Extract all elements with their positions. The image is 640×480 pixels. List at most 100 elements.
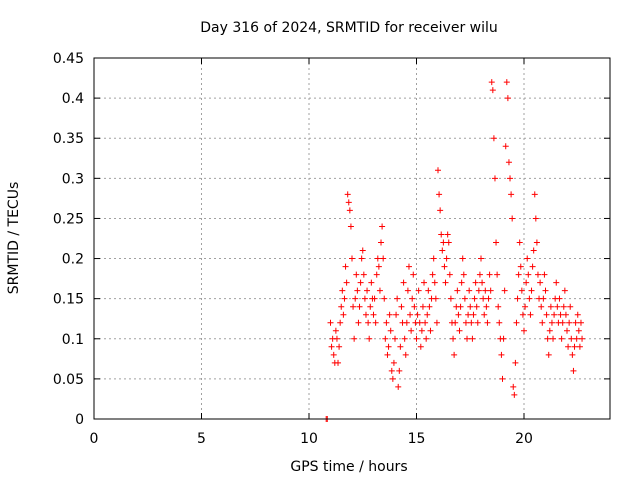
data-point (468, 319, 475, 326)
data-point (486, 271, 493, 278)
data-point (557, 311, 564, 318)
data-point (436, 191, 443, 198)
data-point (533, 239, 540, 246)
data-point (496, 319, 503, 326)
data-point (575, 327, 582, 334)
data-point (498, 351, 505, 358)
data-point (514, 295, 521, 302)
data-point (422, 319, 429, 326)
x-axis-label: GPS time / hours (290, 459, 407, 475)
data-point (349, 255, 355, 262)
data-point (493, 239, 500, 246)
data-point (465, 311, 472, 318)
data-point (569, 351, 576, 358)
data-point (362, 311, 369, 318)
data-point (522, 303, 529, 310)
data-point (414, 311, 421, 318)
data-point (452, 319, 459, 326)
data-point (473, 303, 480, 310)
data-point (529, 263, 536, 270)
data-point (509, 215, 516, 222)
data-point (454, 287, 461, 294)
data-point (417, 343, 424, 350)
data-point (567, 303, 574, 310)
data-point (560, 303, 567, 310)
data-point (526, 295, 533, 302)
data-point (534, 271, 541, 278)
y-tick-label: 0.45 (53, 51, 84, 67)
data-point (519, 311, 526, 318)
data-point (456, 327, 463, 334)
y-tick-label: 0.05 (53, 372, 84, 388)
data-point (333, 335, 340, 342)
data-point (502, 143, 509, 150)
data-point (330, 351, 337, 358)
data-point (418, 327, 425, 334)
data-point (423, 335, 430, 342)
data-point (524, 255, 531, 262)
data-point (338, 303, 345, 310)
data-point (438, 231, 445, 238)
data-point (483, 303, 490, 310)
data-point (336, 343, 343, 350)
data-point (341, 295, 348, 302)
data-point (365, 319, 372, 326)
y-tick-label: 0.35 (53, 131, 84, 147)
data-point (402, 351, 409, 358)
data-point (469, 335, 476, 342)
data-point (413, 335, 420, 342)
data-point (429, 271, 436, 278)
data-point (571, 343, 578, 350)
data-point (446, 271, 453, 278)
data-points (323, 79, 586, 422)
data-point (523, 279, 530, 286)
data-point (574, 311, 581, 318)
data-point (501, 287, 508, 294)
data-point (517, 263, 524, 270)
data-point (547, 303, 554, 310)
data-point (424, 311, 431, 318)
data-point (476, 271, 483, 278)
data-point (392, 335, 398, 342)
chart-title: Day 316 of 2024, SRMTID for receiver wil… (200, 20, 498, 36)
data-point (500, 335, 507, 342)
data-point (546, 327, 553, 334)
data-point (561, 287, 568, 294)
data-point (355, 319, 362, 326)
data-point (504, 95, 511, 102)
data-point (528, 287, 535, 294)
data-point (531, 191, 538, 198)
data-point (372, 319, 379, 326)
data-point (328, 343, 335, 350)
y-axis-label: SRMTID / TECUs (6, 182, 22, 295)
data-point (485, 295, 492, 302)
data-point (553, 279, 560, 286)
data-point (411, 303, 418, 310)
data-point (495, 303, 502, 310)
grid-lines (94, 58, 610, 419)
data-point (389, 375, 396, 382)
data-point (398, 303, 405, 310)
data-point (435, 167, 441, 174)
data-point (505, 159, 512, 166)
data-point (464, 335, 471, 342)
data-point (393, 311, 400, 318)
data-point (354, 287, 361, 294)
data-point (551, 311, 558, 318)
data-point (530, 247, 537, 254)
data-point (447, 295, 454, 302)
x-tick-label: 10 (300, 431, 318, 447)
data-point (409, 295, 416, 302)
data-point (367, 303, 374, 310)
data-point (516, 239, 523, 246)
data-point (548, 319, 555, 326)
data-point (394, 295, 401, 302)
data-point (457, 303, 464, 310)
data-point (385, 343, 392, 350)
data-point (545, 351, 552, 358)
data-point (511, 391, 518, 398)
data-point (364, 287, 371, 294)
data-point (489, 87, 496, 94)
x-axis-ticks: 0 5 10 15 20 (90, 58, 533, 447)
data-point (488, 79, 495, 86)
